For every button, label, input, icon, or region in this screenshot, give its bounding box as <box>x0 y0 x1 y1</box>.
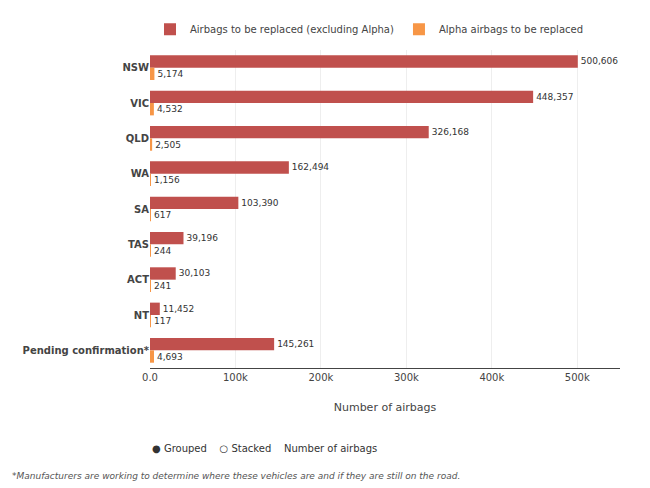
svg-text:103,390: 103,390 <box>241 198 278 208</box>
svg-text:● Grouped ○ Stacked Numb: ● Grouped ○ Stacked Number of airbags <box>152 443 377 454</box>
svg-text:NSW: NSW <box>122 62 149 73</box>
svg-text:4,693: 4,693 <box>157 352 183 362</box>
svg-text:0.0: 0.0 <box>142 372 158 383</box>
svg-text:400k: 400k <box>479 372 504 383</box>
svg-text:5,174: 5,174 <box>157 69 183 79</box>
svg-text:200k: 200k <box>308 372 333 383</box>
svg-text:Pending confirmation*: Pending confirmation* <box>23 345 150 356</box>
svg-text:300k: 300k <box>394 372 419 383</box>
svg-text:500k: 500k <box>565 372 590 383</box>
svg-text:30,103: 30,103 <box>179 268 211 278</box>
svg-text:NT: NT <box>134 310 149 321</box>
svg-text:100k: 100k <box>223 372 248 383</box>
svg-text:500,606: 500,606 <box>581 56 618 66</box>
svg-text:1,156: 1,156 <box>154 175 180 185</box>
svg-text:2,505: 2,505 <box>155 140 181 150</box>
svg-text:145,261: 145,261 <box>277 339 314 349</box>
svg-text:117: 117 <box>154 316 171 326</box>
svg-text:Number of airbags: Number of airbags <box>334 401 437 414</box>
svg-text:Alpha airbags to be replaced: Alpha airbags to be replaced <box>439 24 583 35</box>
svg-text:SA: SA <box>134 204 149 215</box>
svg-text:326,168: 326,168 <box>432 127 469 137</box>
svg-text:244: 244 <box>154 246 171 256</box>
svg-text:QLD: QLD <box>126 133 149 144</box>
svg-text:617: 617 <box>154 210 171 220</box>
svg-text:11,452: 11,452 <box>163 304 195 314</box>
svg-text:*Manufacturers are working to: *Manufacturers are working to determine … <box>12 471 460 481</box>
svg-text:WA: WA <box>131 168 150 179</box>
svg-text:TAS: TAS <box>128 239 149 250</box>
svg-text:39,196: 39,196 <box>186 233 218 243</box>
svg-text:241: 241 <box>154 281 171 291</box>
svg-text:Airbags to be replaced (exclud: Airbags to be replaced (excluding Alpha) <box>190 24 394 35</box>
svg-text:ACT: ACT <box>127 274 149 285</box>
svg-text:4,532: 4,532 <box>157 104 183 114</box>
svg-text:448,357: 448,357 <box>536 92 573 102</box>
svg-text:VIC: VIC <box>130 98 149 109</box>
svg-text:162,494: 162,494 <box>292 162 329 172</box>
